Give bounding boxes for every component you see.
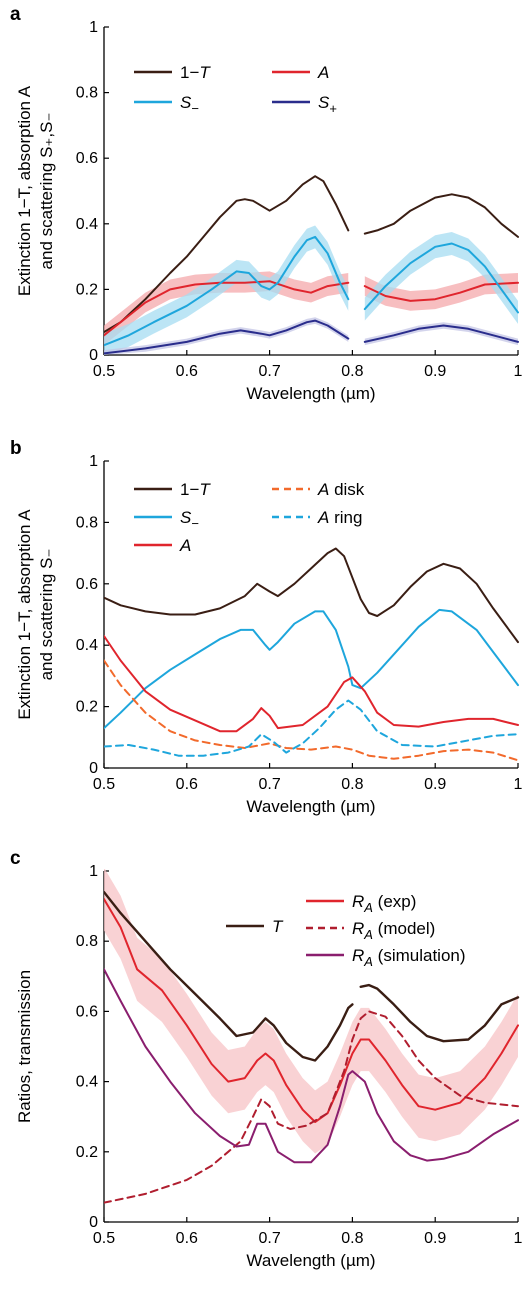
series-line-r-a-exp bbox=[104, 898, 519, 1123]
panel-c: c 0.5 0.6 0.7 0.8 0.9 1 0 0.2 0.4 0.6 0.8 1 Wavelengt… bbox=[10, 848, 523, 1270]
y-tick-label: 0.2 bbox=[76, 699, 98, 716]
y-tick-label: 0.4 bbox=[76, 1074, 98, 1091]
x-tick-label: 0.8 bbox=[341, 1230, 363, 1247]
x-tick-label: 0.5 bbox=[93, 776, 115, 793]
x-tick-label: 0.9 bbox=[424, 1230, 446, 1247]
x-tick-label: 0.7 bbox=[258, 776, 280, 793]
legend-label-1-t: 1−T bbox=[180, 480, 211, 499]
legend-label-a: A bbox=[179, 536, 191, 555]
series-line-a-disk bbox=[104, 659, 519, 762]
y-tick-label: 0.6 bbox=[76, 150, 98, 167]
legend-label-r-a-simulation: RA (simulation) bbox=[352, 946, 466, 969]
y-tick-label: 0.2 bbox=[76, 1144, 98, 1161]
series-line-1-t bbox=[104, 175, 350, 333]
x-tick-label: 0.8 bbox=[341, 363, 363, 380]
series-line-s bbox=[363, 242, 519, 314]
panel-a: a 0.5 0.6 0.7 0.8 0.9 1 0 0.2 0.4 0.6 0.8 1 Wavelengt… bbox=[10, 4, 523, 403]
series-line-t bbox=[104, 890, 354, 1062]
x-tick-label: 1 bbox=[514, 363, 523, 380]
x-tick-label: 0.7 bbox=[258, 1230, 280, 1247]
panel-label: c bbox=[10, 848, 21, 869]
series-line-r-a-simulation bbox=[104, 968, 519, 1164]
y-axis-label: Extinction 1−T, absorption A bbox=[15, 509, 34, 720]
series-line-a bbox=[104, 635, 519, 733]
plot-area bbox=[104, 869, 520, 1204]
legend-label-r-a-exp: RA (exp) bbox=[352, 892, 416, 915]
series-line-s bbox=[104, 608, 519, 730]
x-tick-label: 0.6 bbox=[176, 1230, 198, 1247]
legend-label-s: S− bbox=[180, 93, 199, 116]
series-line-s bbox=[104, 319, 350, 355]
y-tick-label: 0.2 bbox=[76, 281, 98, 298]
y-tick-label: 0.6 bbox=[76, 1003, 98, 1020]
x-tick-label: 1 bbox=[514, 776, 523, 793]
x-tick-label: 0.6 bbox=[176, 363, 198, 380]
legend: 1−T A S− S+ bbox=[134, 63, 337, 116]
y-tick-label: 0 bbox=[89, 760, 98, 777]
y-axis-label: Ratios, transmission bbox=[15, 970, 34, 1123]
panel-b: b 0.5 0.6 0.7 0.8 0.9 1 0 0.2 0.4 0.6 0.8 1 Wavelengt… bbox=[10, 438, 523, 816]
y-tick-label: 1 bbox=[89, 453, 98, 470]
panel-label: a bbox=[10, 4, 21, 25]
series-line-1-t bbox=[104, 547, 519, 644]
legend-label-1-t: 1−T bbox=[180, 63, 211, 82]
y-tick-label: 0.8 bbox=[76, 933, 98, 950]
y-tick-label: 0 bbox=[89, 347, 98, 364]
series-line-r-a-model bbox=[104, 1010, 519, 1204]
y-tick-label: 1 bbox=[89, 863, 98, 880]
legend-label-a-disk: A disk bbox=[317, 480, 365, 499]
series-line-s bbox=[104, 235, 350, 347]
x-tick-label: 0.9 bbox=[424, 363, 446, 380]
x-axis-label: Wavelength (µm) bbox=[246, 1251, 375, 1270]
x-tick-label: 0.8 bbox=[341, 776, 363, 793]
band-r-a-exp bbox=[104, 869, 518, 1154]
x-tick-label: 0.5 bbox=[93, 1230, 115, 1247]
band-a bbox=[104, 271, 349, 346]
series-line-a bbox=[363, 281, 519, 302]
legend-label-s: S+ bbox=[318, 93, 337, 116]
panel-label: b bbox=[10, 438, 22, 459]
band-s bbox=[104, 225, 349, 355]
y-axis-label-line2: and scattering S₊,S₋ bbox=[37, 113, 56, 270]
y-tick-label: 0 bbox=[89, 1214, 98, 1231]
series-line-a bbox=[104, 280, 350, 337]
y-tick-label: 0.8 bbox=[76, 514, 98, 531]
plot-area bbox=[104, 547, 519, 762]
band-s bbox=[364, 232, 518, 324]
y-tick-label: 0.4 bbox=[76, 216, 98, 233]
x-axis-label: Wavelength (µm) bbox=[246, 384, 375, 403]
band-a bbox=[364, 273, 518, 311]
plot-area bbox=[104, 175, 519, 355]
legend-label-r-a-model: RA (model) bbox=[352, 919, 435, 942]
x-tick-label: 0.6 bbox=[176, 776, 198, 793]
y-tick-label: 0.6 bbox=[76, 576, 98, 593]
x-tick-label: 1 bbox=[514, 1230, 523, 1247]
series-line-s bbox=[363, 324, 519, 343]
legend-label-a-ring: A ring bbox=[317, 508, 362, 527]
y-axis-label-line2: and scattering S₋ bbox=[37, 549, 56, 681]
x-tick-label: 0.5 bbox=[93, 363, 115, 380]
x-tick-label: 0.7 bbox=[258, 363, 280, 380]
x-tick-label: 0.9 bbox=[424, 776, 446, 793]
y-tick-label: 0.4 bbox=[76, 637, 98, 654]
y-tick-label: 0.8 bbox=[76, 85, 98, 102]
legend-label-a: A bbox=[317, 63, 329, 82]
legend-label-t: T bbox=[272, 917, 284, 936]
x-axis-label: Wavelength (µm) bbox=[246, 797, 375, 816]
y-axis-label: Extinction 1−T, absorption A bbox=[15, 85, 34, 296]
legend: 1−T A disk S− A ring A bbox=[134, 480, 365, 555]
series-line-t bbox=[359, 983, 520, 1043]
legend-label-s: S− bbox=[180, 508, 199, 531]
y-tick-label: 1 bbox=[89, 19, 98, 36]
legend: RA (exp) RA (model) RA (simulation) T bbox=[226, 892, 466, 969]
series-line-1-t bbox=[363, 193, 519, 238]
series-line-a-ring bbox=[104, 699, 519, 757]
